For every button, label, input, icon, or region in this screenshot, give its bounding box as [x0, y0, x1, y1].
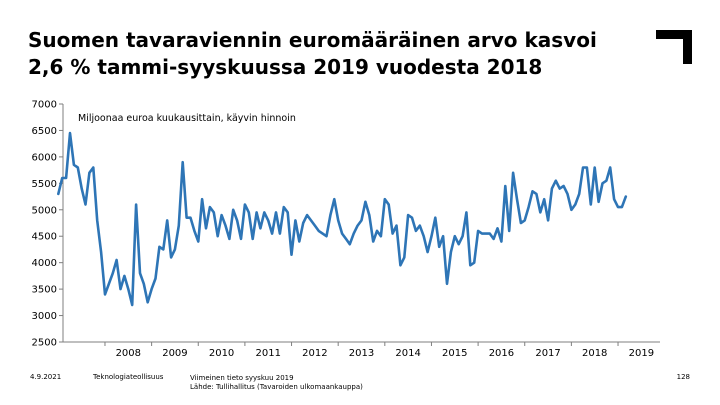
- footer-note-line-1: Viimeinen tieto syyskuu 2019: [190, 374, 294, 382]
- x-tick-label: 2010: [209, 348, 234, 359]
- y-tick-labels: 2500 3000 3500 4000 4500 5000 5500 6000 6500 7000: [32, 100, 57, 349]
- y-tick-label: 7000: [32, 100, 57, 111]
- y-tick-label: 5000: [32, 205, 57, 216]
- chart-axes: [59, 103, 660, 346]
- slide-title: Suomen tavaraviennin euromääräinen arvo …: [28, 27, 648, 81]
- y-tick-label: 6500: [32, 126, 57, 137]
- y-tick-label: 6000: [32, 152, 57, 163]
- footer-note: Viimeinen tieto syyskuu 2019 Lähde: Tull…: [190, 374, 363, 392]
- footer-organization: Teknologiateollisuus: [93, 373, 164, 381]
- export-value-series-line: [56, 131, 628, 307]
- y-tick-label: 3500: [32, 285, 57, 296]
- x-tick-label: 2016: [489, 348, 514, 359]
- title-line-1: Suomen tavaraviennin euromääräinen arvo …: [28, 28, 597, 52]
- x-tick-label: 2019: [629, 348, 654, 359]
- x-tick-labels: 2008 2009 2010 2011 2012 2013 2014 2015 2016 2017…: [116, 348, 655, 359]
- x-tick-label: 2013: [349, 348, 374, 359]
- y-tick-label: 3000: [32, 311, 57, 322]
- title-line-2: 2,6 % tammi-syyskuussa 2019 vuodesta 201…: [28, 55, 543, 79]
- footer-date: 4.9.2021: [30, 373, 62, 381]
- x-tick-label: 2011: [255, 348, 280, 359]
- x-tick-label: 2008: [116, 348, 141, 359]
- series-group: [56, 131, 628, 307]
- x-tick-label: 2017: [535, 348, 560, 359]
- page-number: 128: [676, 373, 690, 381]
- x-tick-label: 2009: [162, 348, 187, 359]
- chart-subtitle: Miljoonaa euroa kuukausittain, käyvin hi…: [78, 113, 296, 124]
- x-tick-label: 2018: [582, 348, 607, 359]
- y-tick-label: 2500: [32, 338, 57, 349]
- corner-logo-icon: [656, 30, 692, 64]
- x-tick-label: 2015: [442, 348, 467, 359]
- footer-source: Lähde: Tullihallitus (Tavaroiden ulkomaa…: [190, 383, 363, 391]
- x-tick-label: 2014: [395, 348, 420, 359]
- y-tick-label: 4000: [32, 258, 57, 269]
- x-tick-label: 2012: [302, 348, 327, 359]
- y-tick-label: 5500: [32, 179, 57, 190]
- y-tick-label: 4500: [32, 232, 57, 243]
